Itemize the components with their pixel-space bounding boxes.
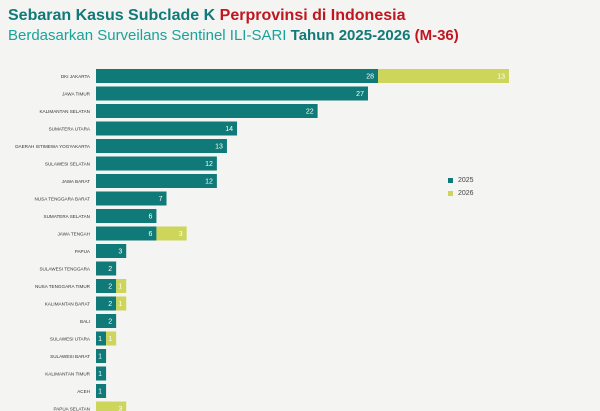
bar-2026-jawa-tengah [156,226,187,241]
category-label-papua: PAPUA [75,249,91,254]
data-label-2025-sulawesi-utara: 1 [98,336,102,343]
data-label-2025-papua: 3 [118,249,122,256]
title-part-1: Sebaran Kasus Subclade K [8,7,220,24]
bar-2025-kalimantan-timur [96,366,107,381]
bar-2025-bali [96,314,117,328]
chart-legend: 2025 2026 [448,174,474,200]
data-label-2025-jawa-timur: 27 [356,91,364,98]
data-label-2026-dki-jakarta: 13 [497,74,505,81]
data-label-2025-sulawesi-barat: 1 [98,354,102,361]
bar-2026-kalimantan-barat [116,296,127,311]
data-label-2025-kalimantan-selatan: 22 [306,109,314,116]
category-label-nusa-tenggara-timur: NUSA TENGGARA TIMUR [35,284,91,289]
bar-2025-jawa-barat [96,174,217,188]
bar-2026-dki-jakarta [378,69,509,83]
bar-2025-kalimantan-selatan [96,104,318,118]
data-label-2025-bali: 2 [108,319,112,326]
data-label-2025-daerah-istimewa-yogyakarta: 13 [215,144,223,151]
legend-item-2026: 2026 [448,187,474,200]
data-label-2026-nusa-tenggara-timur: 1 [118,284,122,291]
subtitle-part-3: (M-36) [414,27,459,44]
data-label-2025-dki-jakarta: 28 [366,74,374,81]
category-label-sumatera-utara: SUMATERA UTARA [49,127,91,132]
category-label-sulawesi-tenggara: SULAWESI TENGGARA [39,267,90,272]
category-label-kalimantan-barat: KALIMANTAN BARAT [45,302,90,307]
data-label-2026-sulawesi-utara: 1 [108,336,112,343]
category-label-nusa-tenggara-barat: NUSA TENGGARA BARAT [35,197,91,202]
bar-2025-aceh [96,384,107,398]
category-label-kalimantan-timur: KALIMANTAN TIMUR [45,372,90,377]
bar-2026-papua-selatan [96,401,127,411]
category-label-daerah-istimewa-yogyakarta: DAERAH ISTIMEWA YOGYAKARTA [15,144,91,149]
legend-swatch-2025 [448,178,453,183]
category-label-dki-jakarta: DKI JAKARTA [61,74,91,79]
bar-2025-nusa-tenggara-barat [96,191,167,206]
bar-2025-sulawesi-utara [96,331,107,346]
chart-title-block: Sebaran Kasus Subclade K Perprovinsi di … [8,6,459,45]
bar-2025-jawa-tengah [96,226,157,241]
data-label-2025-nusa-tenggara-barat: 7 [159,196,163,203]
bar-2025-daerah-istimewa-yogyakarta [96,139,227,153]
legend-label-2025: 2025 [458,177,474,184]
bar-2026-nusa-tenggara-timur [116,279,127,293]
category-label-sulawesi-utara: SULAWESI UTARA [50,337,91,342]
category-label-papua-selatan: PAPUA SELATAN [53,407,90,411]
bar-2026-sulawesi-utara [106,331,117,346]
bar-2025-sulawesi-barat [96,349,107,363]
data-label-2025-sulawesi-selatan: 12 [205,161,213,168]
bar-2025-sulawesi-selatan [96,156,217,171]
data-label-2025-aceh: 1 [98,389,102,396]
legend-swatch-2026 [448,191,453,196]
data-label-2025-kalimantan-barat: 2 [108,301,112,308]
legend-label-2026: 2026 [458,190,474,197]
category-label-jawa-tengah: JAWA TENGAH [57,232,90,237]
chart-title: Sebaran Kasus Subclade K Perprovinsi di … [8,6,459,26]
data-label-2026-kalimantan-barat: 1 [118,301,122,308]
subtitle-part-1: Berdasarkan Surveilans Sentinel ILI-SARI [8,27,291,44]
data-label-2025-jawa-tengah: 6 [149,231,153,238]
category-label-aceh: ACEH [77,389,90,394]
bar-2025-sumatera-utara [96,121,238,136]
bar-2025-nusa-tenggara-timur [96,279,117,293]
data-label-2025-jawa-barat: 12 [205,179,213,186]
bar-2025-sulawesi-tenggara [96,261,117,276]
bar-2025-jawa-timur [96,86,368,101]
subtitle-part-2: Tahun 2025-2026 [290,27,415,44]
category-label-jawa-barat: JAWA BARAT [62,179,91,184]
legend-item-2025: 2025 [448,174,474,187]
bar-2025-papua [96,244,127,258]
category-label-jawa-timur: JAWA TIMUR [62,92,91,97]
title-part-2: Perprovinsi di Indonesia [219,7,406,24]
data-label-2025-sumatera-utara: 14 [225,126,233,133]
category-label-sumatera-selatan: SUMATERA SELATAN [44,214,90,219]
category-label-kalimantan-selatan: KALIMANTAN SELATAN [39,109,90,114]
chart-subtitle: Berdasarkan Surveilans Sentinel ILI-SARI… [8,26,459,45]
data-label-2025-sulawesi-tenggara: 2 [108,266,112,273]
bar-2025-sumatera-selatan [96,209,157,223]
category-label-sulawesi-selatan: SULAWESI SELATAN [45,162,90,167]
category-label-sulawesi-barat: SULAWESI BARAT [50,354,90,359]
bar-2025-kalimantan-barat [96,296,117,311]
data-label-2025-sumatera-selatan: 6 [149,214,153,221]
data-label-2025-kalimantan-timur: 1 [98,371,102,378]
data-label-2026-jawa-tengah: 3 [179,231,183,238]
bar-2025-dki-jakarta [96,69,379,83]
category-label-bali: BALI [80,319,90,324]
data-label-2025-nusa-tenggara-timur: 2 [108,284,112,291]
data-label-2026-papua-selatan: 3 [118,406,122,411]
